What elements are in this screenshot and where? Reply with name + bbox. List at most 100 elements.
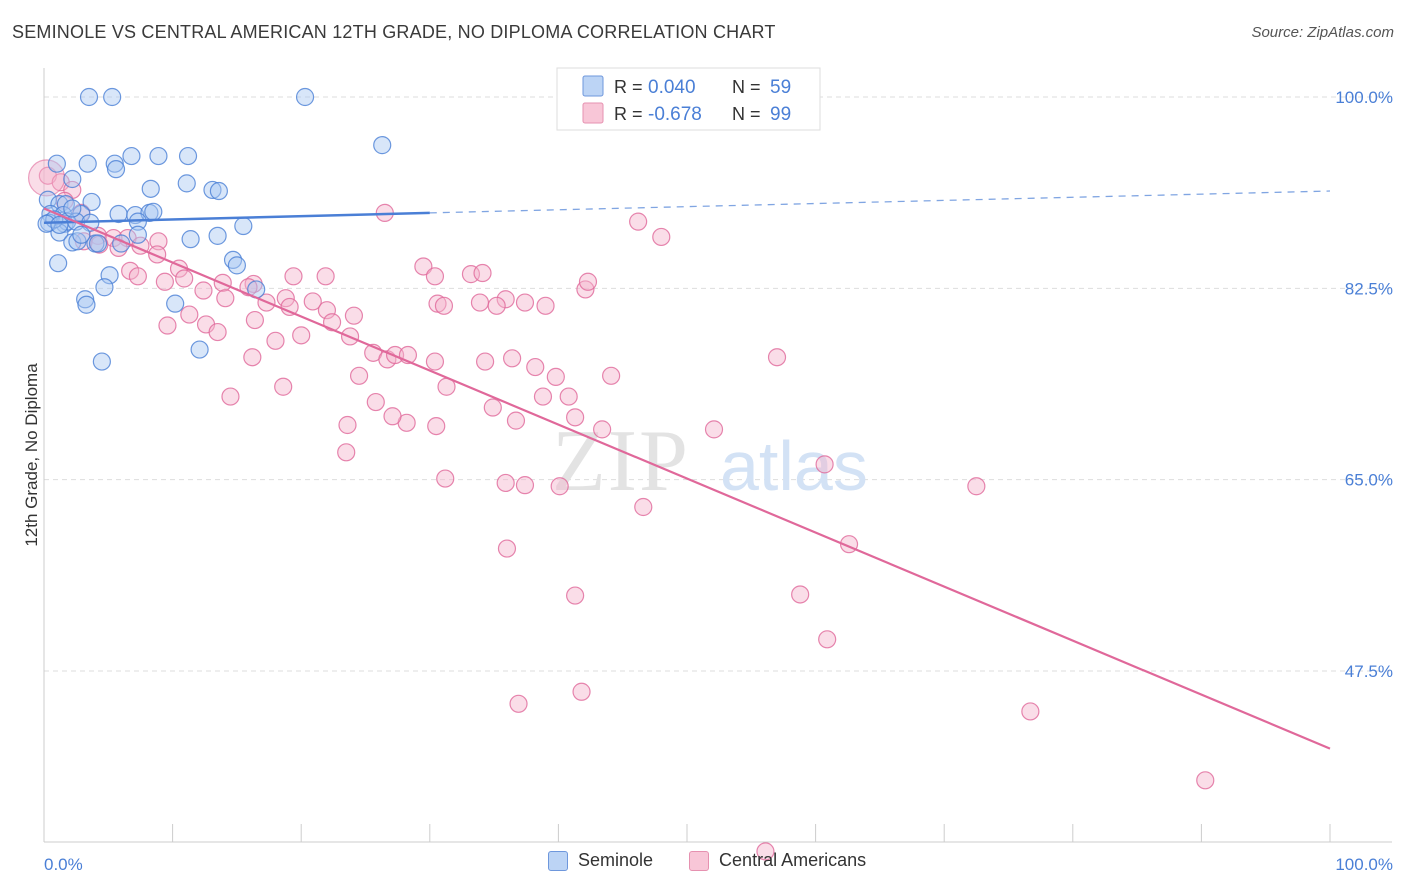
seminole-point (95, 278, 114, 297)
central-americans-point (155, 272, 174, 291)
seminole-point (38, 190, 57, 209)
central-americans-point (515, 476, 535, 495)
central-americans-point (559, 387, 578, 406)
seminole-point (82, 192, 101, 212)
x-tick-label-max: 100.0% (1335, 855, 1393, 874)
central-americans-point (602, 366, 621, 385)
seminole-point (177, 174, 196, 193)
seminole-point (373, 136, 392, 155)
seminole-point (72, 225, 91, 244)
central-americans-point (158, 316, 177, 335)
central-americans-point (533, 387, 553, 406)
central-americans-point (767, 348, 787, 367)
central-americans-point (473, 263, 492, 283)
central-americans-point (629, 212, 648, 231)
r-value-seminole: 0.040 (648, 77, 696, 98)
legend-label-seminole: Seminole (578, 850, 654, 870)
central-americans-point (546, 367, 565, 386)
chart-title: SEMINOLE VS CENTRAL AMERICAN 12TH GRADE,… (12, 22, 776, 42)
y-tick-label: 100.0% (1335, 88, 1393, 107)
central-americans-point (526, 357, 545, 377)
central-americans-point (483, 398, 502, 417)
central-americans-point (425, 267, 445, 286)
x-tick-label-min: 0.0% (44, 855, 83, 874)
seminole-point (234, 216, 253, 236)
central-americans-point (496, 290, 515, 309)
seminole-trend-extension (429, 190, 1331, 214)
central-americans-point (425, 352, 445, 371)
central-americans-point (572, 682, 591, 701)
seminole-point (50, 215, 69, 235)
central-americans-point (791, 585, 810, 604)
seminole-point (122, 146, 141, 166)
seminole-point (103, 87, 122, 107)
central-americans-point (349, 366, 369, 385)
central-americans-point (578, 272, 598, 291)
seminole-point (92, 352, 111, 371)
n-label-seminole: N = (732, 77, 761, 97)
legend-item-central-americans: Central Americans (689, 850, 866, 871)
central-americans-point (815, 455, 834, 474)
seminole-point (181, 230, 200, 249)
seminole-point (149, 146, 168, 166)
central-americans-point (434, 296, 454, 315)
y-axis-label: 12th Grade, No Diploma (22, 363, 41, 547)
central-americans-point (216, 289, 235, 308)
central-americans-point (316, 267, 335, 286)
source-note: Source: ZipAtlas.com (1251, 24, 1394, 41)
seminole-point (128, 225, 147, 244)
central-americans-trend-line (43, 207, 1331, 750)
seminole-point (227, 256, 246, 275)
legend-swatch-seminole (548, 850, 568, 871)
central-americans-point (128, 267, 147, 286)
seminole-point (295, 87, 315, 107)
central-americans-point (497, 539, 517, 558)
central-americans-point (967, 477, 986, 496)
central-americans-point (344, 306, 364, 325)
seminole-point (190, 340, 209, 359)
central-americans-point (180, 305, 199, 324)
central-americans-point (338, 415, 357, 435)
seminole-point (203, 180, 222, 200)
legend-swatch-central-americans (689, 850, 710, 871)
central-americans-point (383, 407, 402, 426)
central-americans-point (818, 630, 837, 649)
y-tick-label: 65.0% (1345, 471, 1393, 490)
n-label-central-americans: N = (732, 104, 761, 124)
central-americans-point (208, 322, 227, 342)
central-americans-point (487, 296, 506, 315)
central-americans-point (284, 267, 303, 286)
central-americans-point (496, 473, 515, 493)
central-americans-point (593, 420, 612, 439)
seminole-point (178, 146, 198, 166)
central-americans-point (470, 293, 490, 312)
stats-swatch-central-americans (582, 102, 604, 124)
r-label-central-americans: R = (614, 104, 643, 124)
y-tick-label: 82.5% (1345, 279, 1393, 298)
seminole-point (49, 254, 68, 273)
central-americans-point (276, 289, 295, 308)
central-americans-point (221, 387, 240, 406)
watermark-atlas: atlas (720, 427, 868, 505)
seminole-point (100, 266, 119, 285)
central-americans-point (634, 497, 653, 517)
central-americans-point (322, 313, 342, 332)
y-tick-label: 47.5% (1345, 662, 1393, 681)
central-americans-point (303, 292, 322, 311)
n-value-central-americans: 99 (770, 104, 791, 125)
central-americans-point (536, 296, 555, 315)
central-americans-point (652, 227, 671, 247)
seminole-point (88, 234, 108, 253)
seminole-point (78, 154, 97, 173)
legend-label-central-americans: Central Americans (719, 850, 867, 870)
central-americans-point (515, 293, 535, 312)
r-value-central-americans: -0.678 (648, 104, 702, 125)
central-americans-point (509, 694, 528, 713)
seminole-point (79, 87, 99, 107)
central-americans-point (414, 257, 433, 276)
seminole-point (209, 181, 228, 201)
central-americans-point (704, 420, 724, 439)
seminole-point (144, 202, 163, 221)
central-americans-point (243, 348, 262, 367)
